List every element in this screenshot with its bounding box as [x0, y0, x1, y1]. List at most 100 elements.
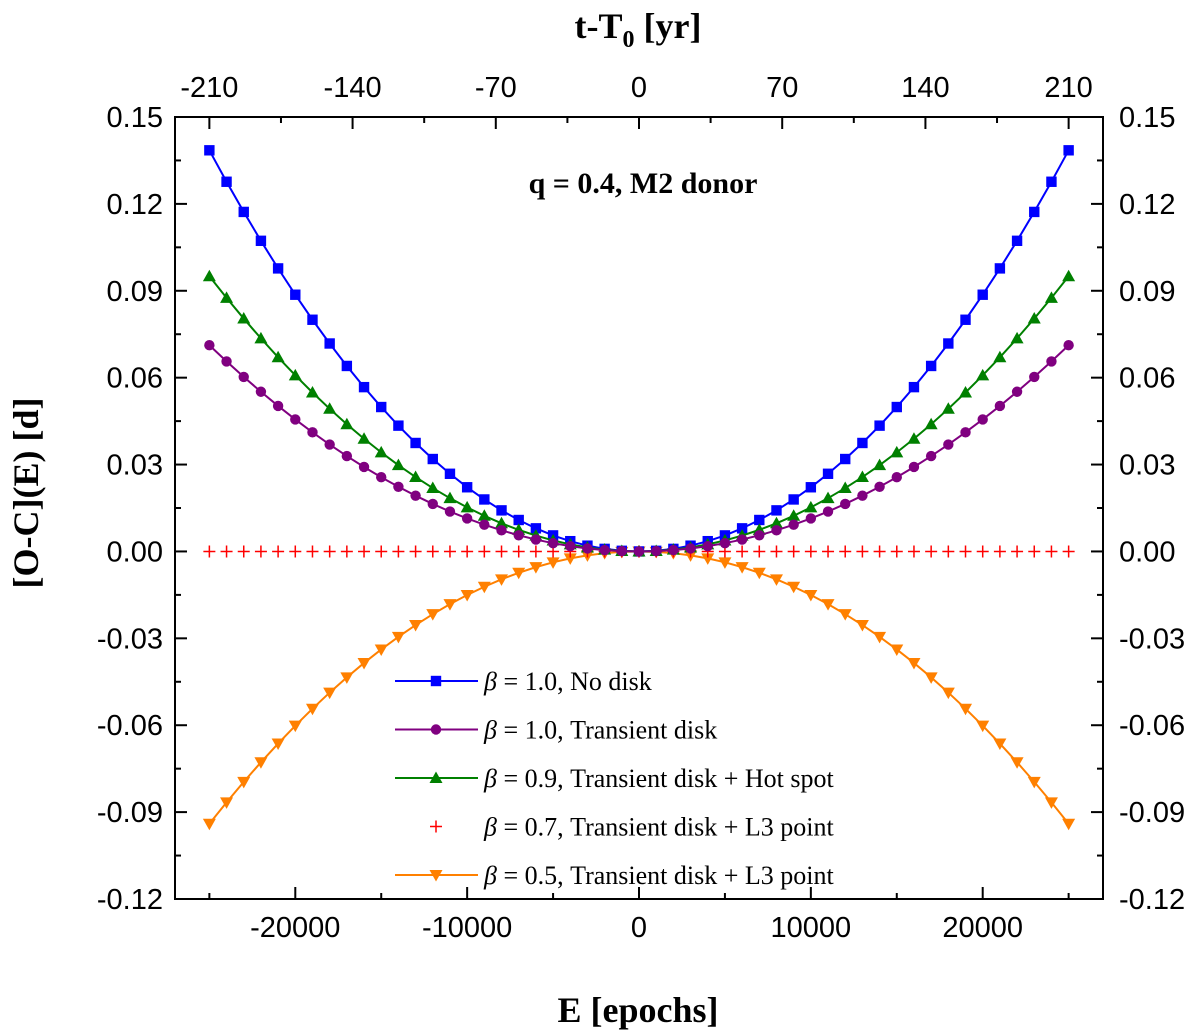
data-point	[513, 514, 524, 526]
top-tick-label: 70	[766, 72, 798, 104]
chart-annotation: q = 0.4, M2 donor	[529, 167, 758, 200]
data-point	[804, 545, 817, 558]
data-point	[238, 206, 249, 218]
data-point	[307, 427, 318, 438]
data-point	[358, 545, 371, 558]
data-point	[203, 545, 216, 558]
data-point	[908, 461, 920, 473]
data-point	[495, 516, 509, 529]
data-point	[787, 545, 800, 558]
legend-label: β = 1.0, Transient disk	[483, 716, 717, 745]
plot-frame	[174, 116, 1104, 900]
data-point	[857, 490, 868, 501]
series-3	[203, 545, 1075, 558]
data-point	[943, 439, 954, 450]
data-point	[976, 368, 990, 381]
data-point	[237, 545, 250, 558]
data-point	[393, 481, 404, 492]
data-point	[221, 176, 232, 187]
legend-entry: β = 1.0, Transient disk	[395, 716, 717, 745]
data-point	[272, 400, 284, 412]
data-point	[804, 590, 818, 602]
legend-series-name: = 0.7, Transient disk + L3 point	[497, 813, 835, 842]
data-point	[479, 519, 490, 530]
data-point	[272, 263, 284, 274]
y-tick-label: -0.06	[97, 710, 163, 742]
y-tick-label: -0.03	[97, 623, 163, 655]
data-point	[788, 494, 799, 505]
data-point	[1010, 331, 1024, 344]
data-point	[426, 481, 440, 494]
data-point	[204, 340, 215, 351]
data-point	[443, 491, 457, 504]
data-point	[822, 545, 835, 558]
y-tick-label-right: 0.00	[1119, 536, 1175, 568]
data-point	[874, 481, 885, 492]
data-point	[461, 482, 473, 493]
data-point	[959, 386, 973, 398]
data-point	[822, 506, 834, 517]
data-point	[237, 312, 251, 324]
data-point	[565, 540, 576, 552]
series-2	[202, 269, 1076, 557]
data-point	[290, 289, 301, 300]
data-point	[924, 672, 938, 684]
data-point	[718, 557, 732, 569]
data-point	[736, 534, 748, 545]
data-point	[530, 523, 542, 534]
data-point	[461, 545, 474, 558]
data-point	[668, 544, 679, 556]
data-point	[754, 514, 765, 526]
legend-label: β = 0.9, Transient disk + Hot spot	[483, 764, 835, 793]
data-point	[444, 506, 456, 517]
data-point	[410, 437, 421, 449]
data-point	[512, 567, 526, 580]
data-point	[838, 481, 852, 494]
y-tick-label: -0.12	[97, 884, 163, 916]
data-point	[736, 545, 749, 558]
data-point	[255, 235, 267, 247]
data-point	[496, 505, 507, 516]
data-point	[374, 445, 388, 458]
data-point	[1011, 386, 1023, 397]
data-point	[993, 350, 1007, 363]
data-point	[771, 505, 782, 516]
data-point	[960, 314, 971, 325]
legend-label: β = 1.0, No disk	[483, 667, 652, 696]
data-point	[443, 545, 456, 558]
data-point	[496, 525, 507, 536]
data-point	[1044, 291, 1058, 303]
y-axis-title: [O-C](E) [d]	[6, 398, 46, 589]
data-point	[323, 402, 337, 414]
legend-marker	[429, 771, 443, 783]
data-point	[254, 545, 267, 558]
data-point	[1046, 176, 1057, 187]
data-point	[391, 631, 405, 644]
data-point	[238, 371, 249, 383]
data-point	[616, 545, 628, 557]
data-point	[288, 368, 302, 381]
data-point	[787, 581, 801, 594]
data-point	[340, 545, 353, 558]
data-point	[1046, 356, 1057, 367]
legend-marker	[430, 724, 442, 735]
data-point	[305, 703, 319, 716]
data-point	[461, 513, 473, 524]
data-point	[942, 545, 955, 558]
series-layer	[202, 145, 1076, 831]
data-point	[925, 450, 937, 462]
data-point	[770, 545, 783, 558]
series-1	[204, 340, 1074, 557]
legend-label: β = 0.7, Transient disk + L3 point	[483, 813, 834, 842]
data-point	[305, 386, 319, 398]
top-axis-title: t-T0 [yr]	[575, 6, 702, 53]
y-tick-label-right: -0.12	[1119, 884, 1185, 916]
data-point	[306, 545, 319, 558]
data-point	[840, 453, 851, 465]
data-point	[771, 525, 782, 536]
y-tick-label-right: 0.15	[1119, 102, 1175, 134]
data-point	[513, 530, 524, 541]
legend-series-name: = 0.5, Transient disk + L3 point	[497, 861, 835, 890]
y-tick-label: 0.06	[107, 363, 163, 395]
data-point	[340, 417, 354, 430]
